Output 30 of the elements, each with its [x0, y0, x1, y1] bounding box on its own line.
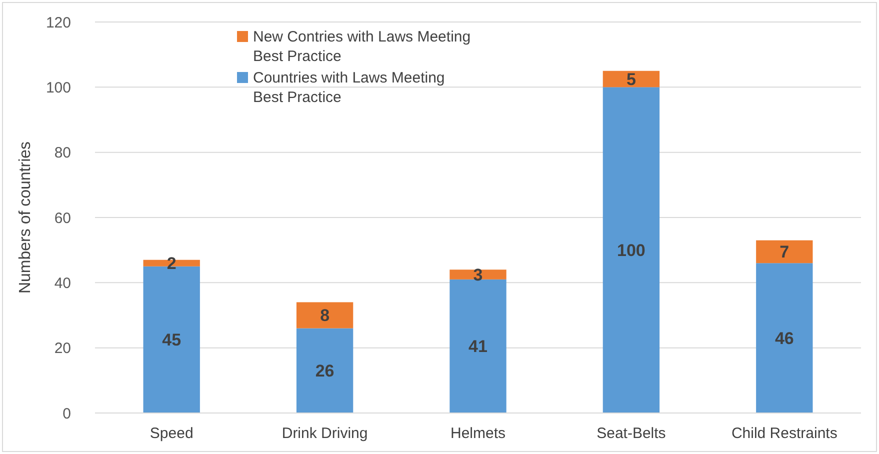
data-label: 26	[315, 362, 334, 381]
y-axis-title: Numbers of countries	[17, 141, 34, 294]
y-tick-label: 40	[54, 274, 71, 292]
y-tick-label: 100	[46, 79, 71, 96]
x-tick-label: Seat-Belts	[596, 425, 666, 442]
bar	[296, 328, 354, 413]
bar	[296, 302, 354, 328]
bar	[602, 87, 660, 413]
y-tick-label: 20	[54, 340, 71, 358]
data-label: 8	[320, 306, 330, 326]
x-tick-label: Speed	[150, 425, 194, 442]
data-label: 5	[626, 70, 636, 89]
bar	[756, 263, 813, 413]
y-tick-label: 120	[46, 14, 71, 32]
data-label: 41	[468, 337, 488, 356]
y-tick-label: 80	[54, 144, 71, 162]
legend-label: Countries with Laws Meeting Best Practice	[253, 69, 445, 106]
y-tick-label: 60	[54, 210, 71, 227]
x-tick-label: Child Restraints	[731, 425, 838, 442]
x-tick-label: Helmets	[450, 425, 506, 442]
bar	[450, 279, 506, 413]
data-label: 46	[774, 329, 794, 348]
data-label: 7	[780, 242, 790, 262]
data-label: 100	[617, 241, 646, 260]
data-label: 45	[162, 330, 182, 350]
x-tick-label: Drink Driving	[282, 425, 368, 442]
y-tick-label: 0	[62, 405, 71, 422]
legend-label: New Contries with Laws Meeting Best Practice	[253, 28, 471, 65]
bar	[602, 70, 660, 88]
bar	[756, 240, 813, 264]
